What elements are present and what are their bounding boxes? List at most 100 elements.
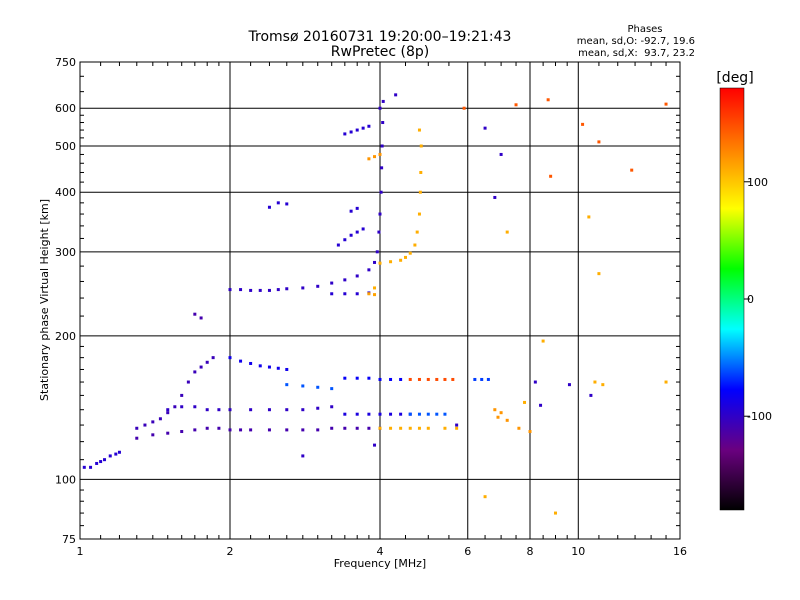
data-point [426,377,430,381]
data-point [451,377,455,381]
data-point [158,417,162,421]
chart-title: Tromsø 20160731 19:20:00–19:21:43 [248,29,512,45]
data-point [117,450,121,454]
data-point [316,385,320,389]
data-point [417,412,421,416]
data-point [193,370,197,374]
data-point [285,202,289,206]
y-axis-label: Stationary phase Virtual Height [km] [38,199,51,401]
data-point [417,212,421,216]
data-point [367,124,371,128]
data-point [417,426,421,430]
data-point [517,426,521,430]
data-point [336,243,340,247]
data-point [379,190,383,194]
data-point [378,426,382,430]
data-point [523,400,527,404]
data-point [228,428,232,432]
data-point [597,140,601,144]
x-tick-label: 1 [77,545,84,558]
data-point [355,274,359,278]
data-point [505,230,509,234]
data-point [378,377,382,381]
data-point [205,360,209,364]
data-point [95,461,99,465]
data-point [630,168,634,172]
data-point [373,155,377,159]
x-tick-label: 6 [464,545,471,558]
data-point [180,405,184,409]
data-point [375,250,379,254]
data-point [553,511,557,515]
data-point [166,431,170,435]
data-point [373,260,377,264]
data-point [426,412,430,416]
data-point [462,106,466,110]
data-point [394,93,398,97]
data-point [380,166,384,170]
data-point [367,292,371,296]
colorbar [719,87,745,511]
data-point [330,426,334,430]
data-point [593,380,597,384]
data-point [211,356,215,360]
data-point [343,426,347,430]
data-point [349,130,353,134]
data-point [361,126,365,130]
data-point [378,212,382,216]
data-point [343,132,347,136]
data-point [601,383,605,387]
data-point [499,411,503,415]
x-axis: 1 2 4 6 8 10 16 [77,62,687,558]
data-point [276,366,280,370]
data-point [228,356,232,360]
data-point [343,412,347,416]
data-point [408,251,412,255]
data-point [533,380,537,384]
data-point [443,377,447,381]
x-tick-label: 8 [527,545,534,558]
x-tick-label: 4 [377,545,384,558]
data-point [330,281,334,285]
data-point [355,128,359,132]
data-point [493,195,497,199]
data-point [480,377,484,381]
data-point [381,121,385,125]
data-point [408,412,412,416]
data-point [330,292,334,296]
data-points [82,93,668,515]
data-point [367,268,371,272]
data-point [180,393,184,397]
data-point [199,316,203,320]
data-point [143,423,147,427]
data-point [301,454,305,458]
data-point [549,174,553,178]
data-point [399,258,403,262]
data-point [403,255,407,259]
y-axis: 75 100 200 300 400 500 600 750 [55,56,680,546]
data-point [349,209,353,213]
y-tick-label: 100 [55,473,76,486]
data-point [418,190,422,194]
data-point [378,152,382,156]
x-tick-label: 2 [227,545,234,558]
data-point [199,365,203,369]
data-point [205,408,209,412]
data-point [493,408,497,412]
data-point [239,428,243,432]
data-point [343,292,347,296]
data-point [82,465,86,469]
data-point [443,412,447,416]
data-point [455,426,459,430]
plot-frame [79,61,681,540]
data-point [528,430,532,434]
data-point [664,102,668,106]
data-point [316,284,320,288]
data-point [380,144,384,148]
data-point [239,359,243,363]
data-point [443,426,447,430]
phases-o-stats: mean, sd,O: -92.7, 19.6 [577,36,695,47]
data-point [301,286,305,290]
data-point [193,428,197,432]
